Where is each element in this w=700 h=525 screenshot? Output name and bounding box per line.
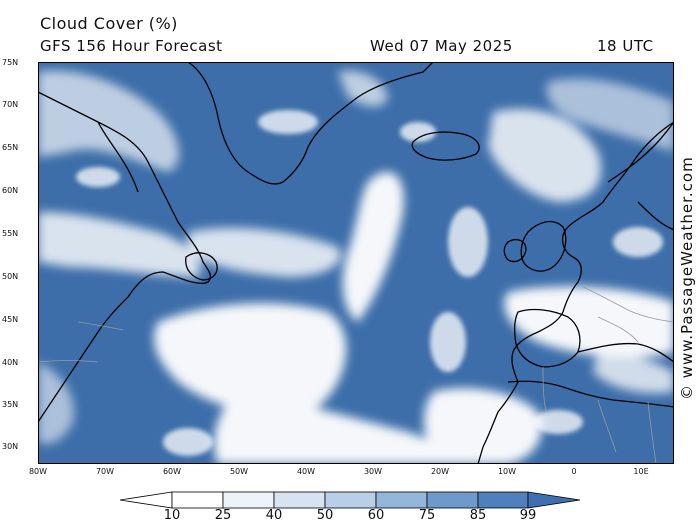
lon-label-80w: 80W [28,467,48,476]
newfoundland-coast [185,252,218,281]
lat-label-30n: 30N [2,442,19,451]
baltic-coast [637,201,674,231]
forecast-subtitle: GFS 156 Hour Forecast [40,37,223,55]
map-frame [38,62,674,464]
lon-label-10e: 10E [633,467,649,476]
lon-label-50w: 50W [229,467,249,476]
lat-label-60n: 60N [2,186,19,195]
site-credit: © www.PassageWeather.com [678,156,696,400]
lat-label-35n: 35N [2,400,19,409]
lat-label-40n: 40N [2,358,19,367]
cloud-cover-map [38,62,674,464]
colorbar-left-arrow [119,491,173,509]
ireland-coast [503,239,527,263]
lat-label-75n: 75N [2,58,19,67]
lat-label-70n: 70N [2,100,19,109]
colorbar-label-10: 10 [163,508,181,523]
lon-label-0: 0 [571,467,577,476]
lon-label-70w: 70W [95,467,115,476]
scandinavia-coast [607,121,674,183]
colorbar-right-arrow [527,491,581,509]
colorbar-swatch-25-40 [222,491,275,509]
lat-label-65n: 65N [2,143,19,152]
colorbar-swatch-60-75 [375,491,428,509]
lon-label-30w: 30W [363,467,383,476]
north-america-coast [38,91,212,423]
lon-label-20w: 20W [430,467,450,476]
map-title: Cloud Cover (%) [40,14,178,33]
forecast-date: Wed 07 May 2025 [370,37,513,55]
europe-coast [477,121,674,464]
colorbar-swatch-85-99 [477,491,529,509]
coastlines [38,62,674,464]
lat-label-55n: 55N [2,229,19,238]
iceland-coast [411,131,480,161]
lon-label-40w: 40W [296,467,316,476]
lat-label-45n: 45N [2,315,19,324]
forecast-utc: 18 UTC [597,37,654,55]
colorbar-label-60: 60 [367,508,385,523]
labrador-coast [97,121,139,193]
colorbar-label-75: 75 [418,508,436,523]
colorbar-label-85: 85 [469,508,487,523]
lat-label-50n: 50N [2,272,19,281]
colorbar-swatch-40-50 [273,491,326,509]
colorbar-swatch-10-25 [171,491,224,509]
clear-sky-areas [38,70,674,464]
colorbar-label-99: 99 [519,508,537,523]
colorbar [119,491,581,509]
political-borders [38,286,674,464]
colorbar-swatch-75-85 [426,491,479,509]
africa-coast [507,380,674,408]
colorbar-label-50: 50 [316,508,334,523]
lon-label-10w: 10W [497,467,517,476]
greenland-coast [187,62,434,185]
colorbar-label-40: 40 [265,508,283,523]
colorbar-swatch-50-60 [324,491,377,509]
lon-label-60w: 60W [162,467,182,476]
colorbar-label-25: 25 [214,508,232,523]
scattered-cloud-gaps [76,110,663,456]
mediterranean-coast [577,342,674,363]
iberia-coast [514,308,581,368]
